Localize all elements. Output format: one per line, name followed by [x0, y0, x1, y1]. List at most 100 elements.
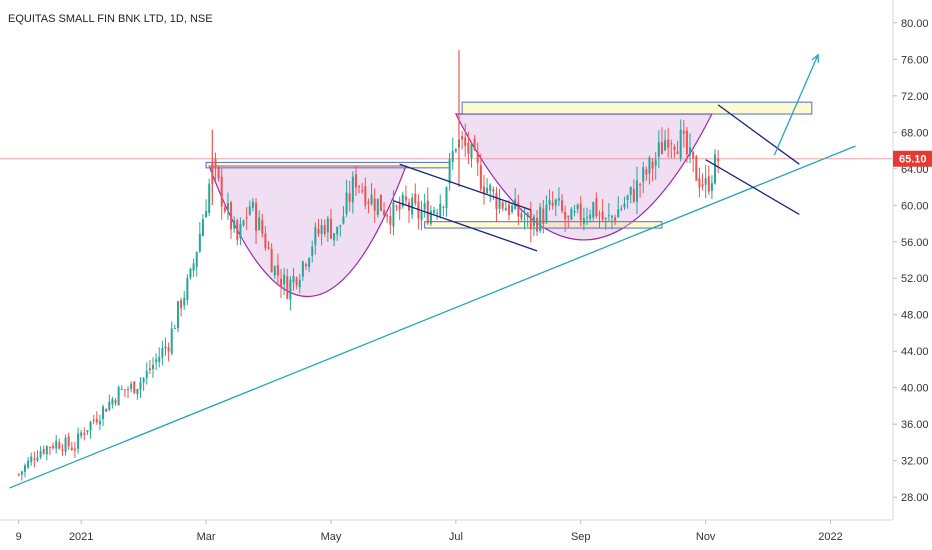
candle-body [442, 206, 445, 209]
candle-body [248, 206, 251, 215]
candle-body [654, 160, 657, 166]
candle-body [39, 451, 42, 458]
candle-body [23, 465, 26, 472]
candle-body [308, 258, 311, 268]
candle-body [151, 364, 154, 370]
candle-body [354, 174, 357, 188]
candle-body [364, 186, 367, 206]
candle-body [323, 225, 326, 234]
candle-body [33, 458, 36, 461]
candle-body [610, 216, 613, 218]
candle-body [554, 199, 557, 206]
candle-body [567, 215, 570, 218]
candle-body [92, 419, 95, 421]
candle-body [73, 448, 76, 451]
candle-body [30, 456, 33, 463]
candle-body [242, 220, 245, 226]
candle-body [117, 387, 120, 406]
candle-body [704, 178, 707, 185]
candle-body [573, 211, 576, 213]
y-tick-label: 28.00 [901, 492, 929, 504]
candle-body [692, 151, 695, 159]
candle-body [626, 195, 629, 200]
candle-body [48, 446, 51, 448]
candle-body [526, 213, 529, 218]
x-tick-label: Sep [571, 531, 591, 543]
candle-body [436, 212, 439, 214]
candle-body [58, 442, 61, 449]
candle-body [198, 233, 201, 252]
candle-body [420, 211, 423, 221]
candle-body [470, 143, 473, 159]
candle-body [192, 263, 195, 271]
candle-body [379, 194, 382, 211]
candle-body [286, 275, 289, 299]
candle-body [145, 370, 148, 379]
flag-channel-line [705, 159, 800, 215]
candle-body [255, 202, 258, 231]
candle-body [639, 184, 642, 186]
candle-body [395, 206, 398, 208]
candle-body [411, 197, 414, 215]
candle-body [551, 202, 554, 206]
price-axis[interactable]: 28.00 32.00 36.00 40.00 44.00 48.00 52.00 56.00… [892, 0, 929, 520]
candle-body [326, 218, 329, 233]
candle-body [261, 220, 264, 234]
candle-body [498, 199, 501, 209]
candle-body [448, 158, 451, 184]
candle-body [389, 215, 392, 225]
candle-body [592, 201, 595, 218]
candle-body [301, 261, 304, 277]
candle-body [679, 129, 682, 159]
candle-body [52, 445, 55, 449]
candle-body [461, 136, 464, 140]
candle-body [367, 201, 370, 204]
candle-body [586, 216, 589, 218]
candle-body [657, 142, 660, 157]
candle-body [133, 381, 136, 394]
resistance-zone [205, 161, 451, 169]
svg-text:65.10: 65.10 [899, 154, 927, 166]
candle-body [701, 184, 704, 187]
candle-body [70, 447, 73, 450]
candle-body [142, 378, 145, 383]
candle-body [264, 233, 267, 249]
candle-body [258, 217, 261, 231]
x-tick-label: Mar [197, 531, 216, 543]
candle-body [635, 180, 638, 202]
candle-body [189, 268, 192, 278]
candle-body [542, 208, 545, 225]
time-axis[interactable]: 9 2021 Mar May Jul Sep Nov 2022 [0, 519, 893, 543]
candle-body [348, 193, 351, 202]
candle-body [536, 217, 539, 232]
candle-body [98, 420, 101, 425]
candle-body [86, 430, 89, 433]
candle-body [67, 436, 70, 447]
candle-body [280, 278, 283, 287]
candle-body [226, 203, 229, 211]
candle-body [604, 217, 607, 219]
candle-body [298, 279, 301, 288]
candle-body [629, 186, 632, 195]
candle-body [161, 348, 164, 358]
candle-body [486, 187, 489, 194]
x-tick-label: 2021 [69, 531, 93, 543]
candle-body [685, 130, 688, 154]
candle-body [561, 200, 564, 212]
candle-body [55, 440, 58, 449]
candle-body [414, 193, 417, 204]
annotations-back [0, 101, 893, 489]
candle-body [423, 203, 426, 210]
candle-body [717, 158, 720, 162]
candle-body [445, 187, 448, 209]
candle-body [673, 146, 676, 151]
last-price-label: 65.10 [893, 150, 932, 167]
forecast-arrow [773, 54, 819, 156]
y-tick-label: 44.00 [901, 346, 929, 358]
candle-body [164, 346, 167, 349]
candle-body [398, 204, 401, 210]
candle-body [201, 219, 204, 236]
candle-body [570, 208, 573, 220]
candle-body [601, 211, 604, 220]
